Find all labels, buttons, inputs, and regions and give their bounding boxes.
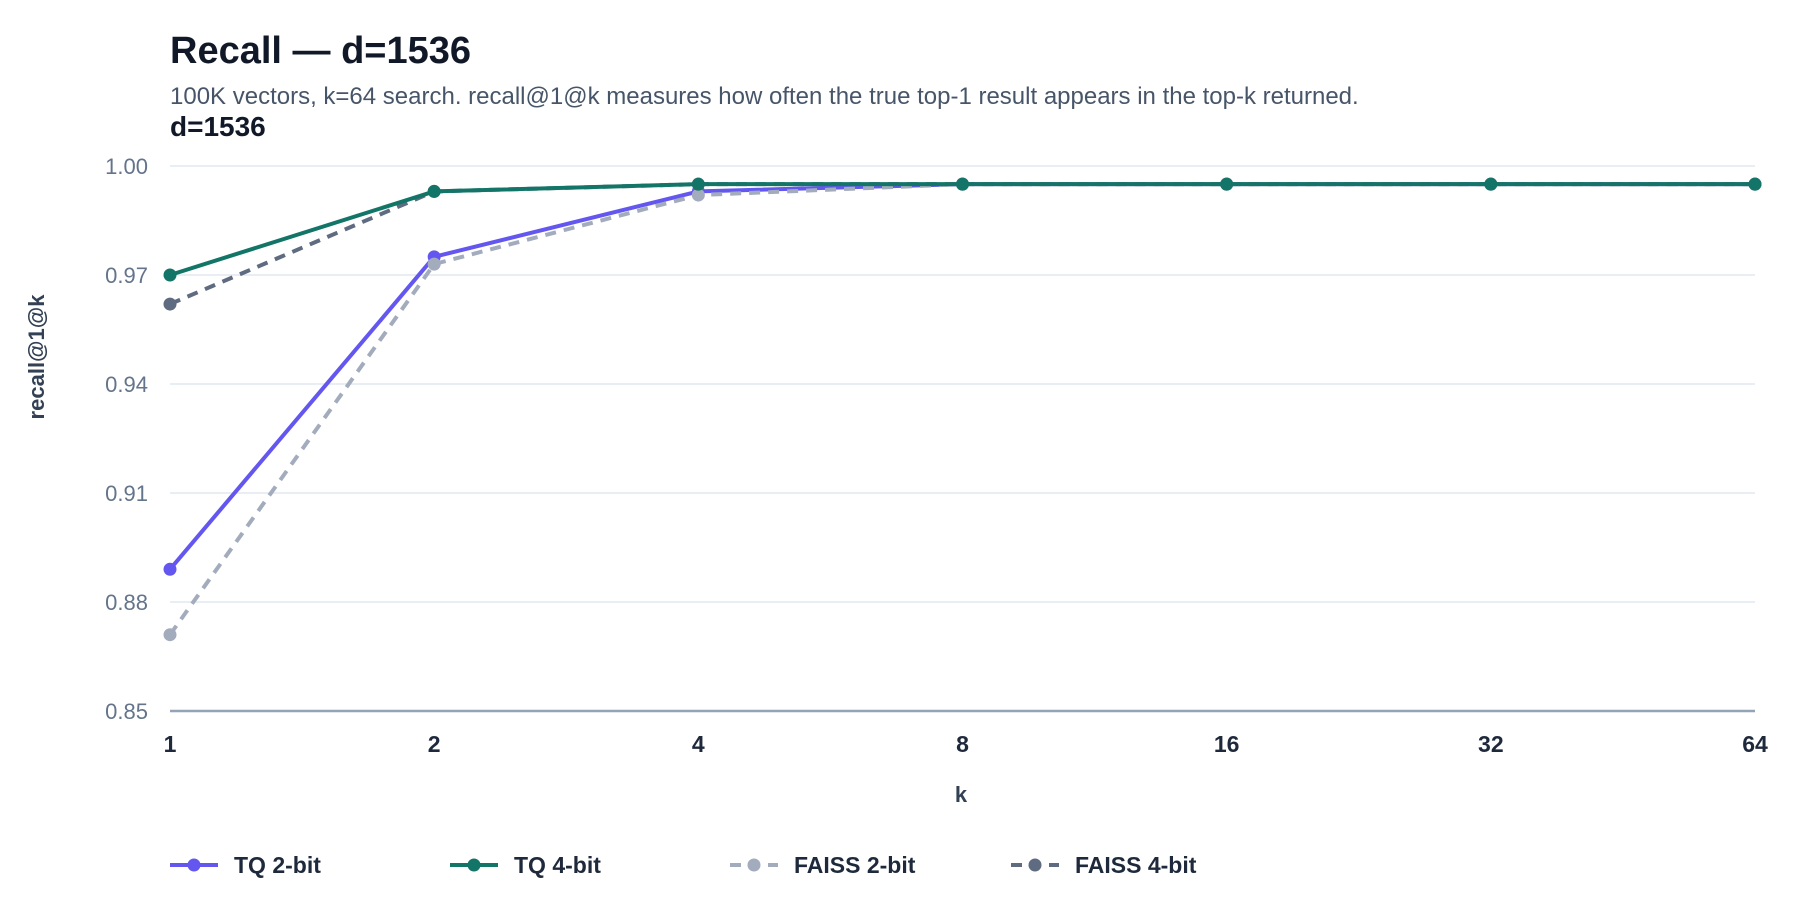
y-tick-label: 0.85 bbox=[105, 699, 148, 724]
legend-label: TQ 2-bit bbox=[234, 852, 321, 878]
y-tick-label: 0.91 bbox=[105, 481, 148, 506]
y-tick-label: 0.88 bbox=[105, 590, 148, 615]
series-tq-4-bit bbox=[163, 177, 1762, 282]
data-point-faiss-2-bit bbox=[163, 628, 177, 642]
data-point-faiss-2-bit bbox=[691, 188, 705, 202]
y-gridlines bbox=[170, 165, 1755, 713]
series-lines bbox=[163, 177, 1762, 642]
x-tick-label: 32 bbox=[1478, 731, 1504, 757]
x-tick-label: 1 bbox=[164, 731, 177, 757]
chart-title: Recall — d=1536 bbox=[170, 30, 471, 72]
legend-swatch-marker bbox=[467, 858, 481, 872]
legend-item-tq-4-bit: TQ 4-bit bbox=[450, 852, 601, 878]
x-tick-label: 8 bbox=[956, 731, 969, 757]
data-point-tq-4-bit bbox=[427, 184, 441, 198]
y-tick-label: 0.94 bbox=[105, 372, 148, 397]
x-tick-label: 4 bbox=[692, 731, 705, 757]
data-point-tq-4-bit bbox=[956, 177, 969, 191]
data-point-tq-4-bit bbox=[163, 268, 177, 282]
legend-label: TQ 4-bit bbox=[514, 852, 601, 878]
legend-label: FAISS 4-bit bbox=[1075, 852, 1197, 878]
legend-swatch-marker bbox=[187, 858, 201, 872]
series-faiss-2-bit bbox=[163, 177, 1762, 642]
x-tick-label: 64 bbox=[1742, 731, 1768, 757]
data-point-tq-4-bit bbox=[1484, 177, 1498, 191]
series-line-tq-2-bit bbox=[168, 182, 1757, 572]
data-point-tq-4-bit bbox=[1748, 177, 1762, 191]
legend: TQ 2-bit TQ 4-bit FAISS 2-bit FAISS 4-bit bbox=[170, 852, 1197, 878]
legend-item-faiss-2-bit: FAISS 2-bit bbox=[730, 852, 916, 878]
legend-swatch-marker bbox=[1028, 858, 1042, 872]
data-point-tq-4-bit bbox=[691, 177, 705, 191]
series-line-tq-4-bit bbox=[168, 182, 1757, 277]
series-line-faiss-2-bit bbox=[168, 182, 1755, 636]
series-tq-2-bit bbox=[163, 177, 1762, 576]
legend-swatch-marker bbox=[747, 858, 761, 872]
legend-label: FAISS 2-bit bbox=[794, 852, 916, 878]
x-axis-label: k bbox=[955, 782, 968, 807]
legend-item-tq-2-bit: TQ 2-bit bbox=[170, 852, 321, 878]
x-tick-label: 2 bbox=[428, 731, 441, 757]
data-point-faiss-4-bit bbox=[163, 297, 177, 311]
data-point-faiss-2-bit bbox=[427, 257, 441, 271]
y-tick-labels: 0.85 0.88 0.91 0.94 0.97 1.00 bbox=[105, 154, 148, 724]
legend-item-faiss-4-bit: FAISS 4-bit bbox=[1011, 852, 1197, 878]
chart-subtitle: 100K vectors, k=64 search. recall@1@k me… bbox=[170, 83, 1359, 110]
x-tick-labels: 1 2 4 8 16 32 64 bbox=[164, 731, 1768, 757]
data-point-tq-4-bit bbox=[1220, 177, 1234, 191]
x-tick-label: 16 bbox=[1214, 731, 1240, 757]
y-tick-label: 1.00 bbox=[105, 154, 148, 179]
y-axis-label: recall@1@k bbox=[24, 294, 49, 420]
y-tick-label: 0.97 bbox=[105, 263, 148, 288]
data-point-tq-2-bit bbox=[163, 562, 177, 576]
panel-label: d=1536 bbox=[170, 111, 266, 142]
